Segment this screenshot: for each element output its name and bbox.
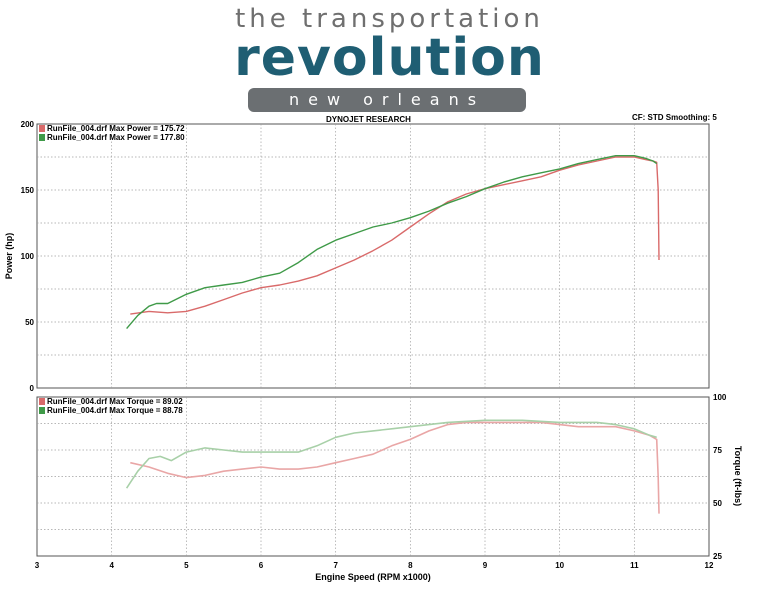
x-tick-label: 3 <box>35 561 40 570</box>
x-tick-label: 4 <box>109 561 114 570</box>
x-tick-label: 5 <box>184 561 189 570</box>
legend-label: RunFile_004.drf Max Power = 177.80 <box>47 133 185 142</box>
x-tick-label: 6 <box>259 561 264 570</box>
x-tick-label: 7 <box>333 561 338 570</box>
logo-banner-text: new orleans <box>288 90 486 109</box>
logo-wordmark: revolution <box>234 28 545 88</box>
x-tick-label: 12 <box>705 561 714 570</box>
legend-label: RunFile_004.drf Max Torque = 89.02 <box>47 397 183 406</box>
logo: the transportation revolution new orlean… <box>0 0 779 115</box>
y-tick-label: 0 <box>30 384 35 393</box>
y-axis-title: Torque (ft-lbs) <box>733 446 743 506</box>
x-tick-label: 9 <box>483 561 488 570</box>
x-tick-label: 10 <box>555 561 564 570</box>
legend-label: RunFile_004.drf Max Torque = 88.78 <box>47 406 183 415</box>
legend-swatch-green <box>39 407 45 414</box>
chart-source: DYNOJET RESEARCH <box>326 115 411 124</box>
logo-tagline: the transportation <box>235 4 544 34</box>
series-line-green <box>126 154 658 330</box>
legend-swatch-red <box>39 398 45 405</box>
legend-swatch-red <box>39 125 45 132</box>
x-tick-label: 11 <box>630 561 639 570</box>
series-line-green <box>125 419 657 489</box>
y-tick-label: 100 <box>713 393 727 402</box>
x-axis-title: Engine Speed (RPM x1000) <box>315 572 431 582</box>
x-tick-label: 8 <box>408 561 413 570</box>
y-tick-label: 50 <box>25 318 34 327</box>
chart-settings: CF: STD Smoothing: 5 <box>632 113 717 122</box>
logo-banner: new orleans <box>248 88 526 112</box>
y-tick-label: 50 <box>713 499 722 508</box>
y-tick-label: 150 <box>21 186 35 195</box>
legend-swatch-green <box>39 134 45 141</box>
y-tick-label: 25 <box>713 552 722 561</box>
y-axis-title: Power (hp) <box>4 233 14 280</box>
y-tick-label: 100 <box>21 252 35 261</box>
y-tick-label: 75 <box>713 446 722 455</box>
y-tick-label: 200 <box>21 120 35 129</box>
series-line-red <box>130 156 660 315</box>
legend-label: RunFile_004.drf Max Power = 175.72 <box>47 124 185 133</box>
series-line-red <box>130 421 660 514</box>
